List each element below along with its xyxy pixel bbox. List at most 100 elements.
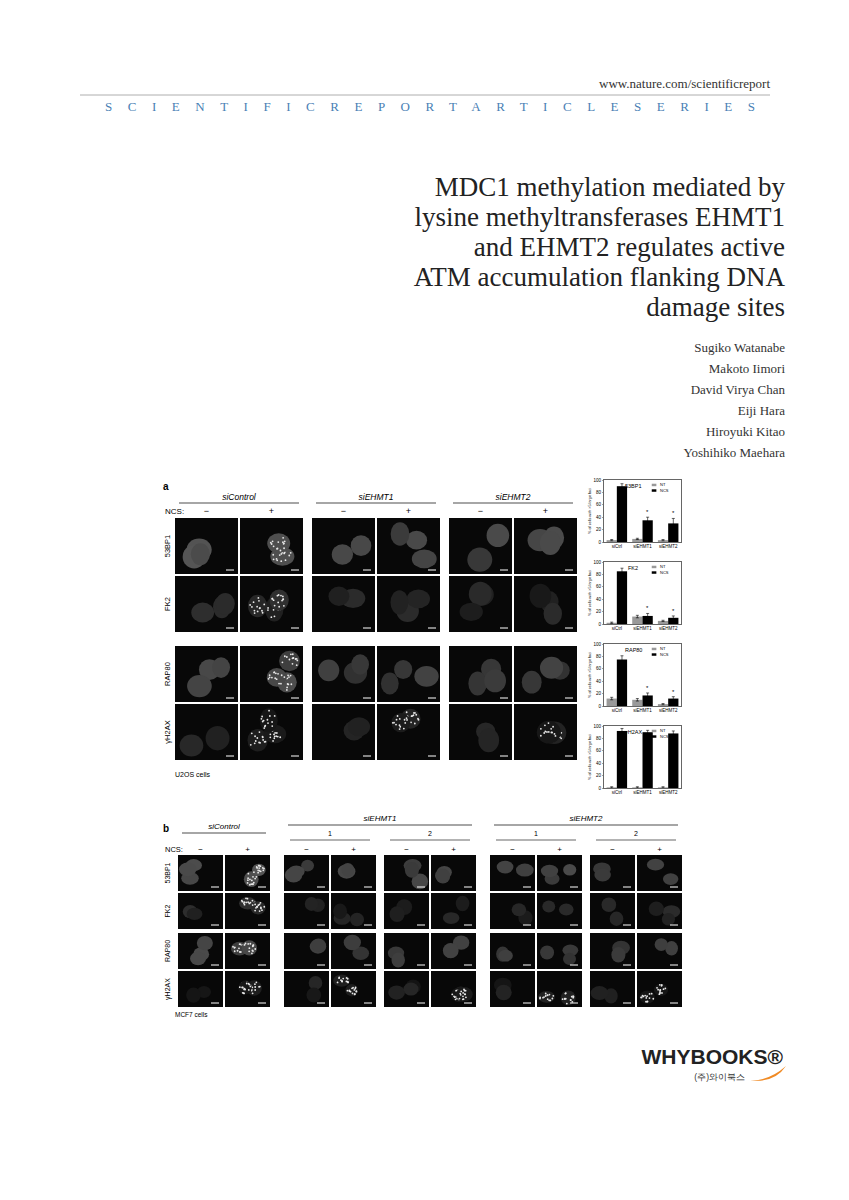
svg-text:+: + xyxy=(657,845,662,854)
svg-text:Hiroyuki Kitao: Hiroyuki Kitao xyxy=(706,424,785,439)
svg-text:*: * xyxy=(672,689,675,695)
svg-text:+: + xyxy=(269,506,274,516)
svg-text:lysine methyltransferases EHMT: lysine methyltransferases EHMT1 xyxy=(415,202,785,232)
svg-text:53BP1: 53BP1 xyxy=(625,483,642,489)
svg-text:40: 40 xyxy=(596,597,602,602)
svg-text:% of cells with >5 large foci: % of cells with >5 large foci xyxy=(588,570,592,616)
svg-text:80: 80 xyxy=(596,490,602,495)
svg-text:20: 20 xyxy=(596,773,602,778)
svg-text:100: 100 xyxy=(593,478,601,483)
svg-text:*: * xyxy=(646,605,649,611)
svg-text:0: 0 xyxy=(598,704,601,709)
svg-text:FK2: FK2 xyxy=(164,904,171,917)
svg-text:WHYBOOKS®: WHYBOOKS® xyxy=(642,1045,784,1068)
svg-text:(주)와이북스: (주)와이북스 xyxy=(694,1072,745,1082)
svg-text:2: 2 xyxy=(634,830,638,837)
svg-text:−: − xyxy=(478,506,483,516)
svg-text:siEHMT1: siEHMT1 xyxy=(633,790,652,795)
svg-text:damage sites: damage sites xyxy=(646,292,785,322)
svg-text:% of cells with >5 large foci: % of cells with >5 large foci xyxy=(588,734,592,780)
svg-text:60: 60 xyxy=(596,748,602,753)
svg-text:siEHMT2: siEHMT2 xyxy=(496,492,531,502)
svg-text:NCS: NCS xyxy=(660,652,669,657)
svg-text:siEHMT2: siEHMT2 xyxy=(570,814,603,823)
svg-text:53BP1: 53BP1 xyxy=(164,862,171,883)
svg-text:Makoto Iimori: Makoto Iimori xyxy=(709,361,786,376)
svg-text:FK2: FK2 xyxy=(163,597,172,611)
svg-text:% of cells with >5 large foci: % of cells with >5 large foci xyxy=(588,488,592,534)
svg-text:−: − xyxy=(198,845,203,854)
svg-text:% of cells with >5 large foci: % of cells with >5 large foci xyxy=(588,652,592,698)
svg-text:−: − xyxy=(404,845,409,854)
svg-text:+: + xyxy=(557,845,562,854)
svg-text:b: b xyxy=(163,823,169,834)
svg-text:and EHMT2 regulates active: and EHMT2 regulates active xyxy=(474,232,785,262)
svg-text:80: 80 xyxy=(596,654,602,659)
svg-text:20: 20 xyxy=(596,609,602,614)
svg-text:60: 60 xyxy=(596,666,602,671)
svg-text:γH2AX: γH2AX xyxy=(164,978,172,1000)
svg-text:γH2AX: γH2AX xyxy=(625,729,642,735)
svg-text:1: 1 xyxy=(534,830,538,837)
svg-text:siEHMT2: siEHMT2 xyxy=(659,544,678,549)
svg-text:www.nature.com/scientificrepor: www.nature.com/scientificreport xyxy=(599,76,770,91)
svg-text:RAP80: RAP80 xyxy=(163,662,172,686)
svg-text:40: 40 xyxy=(596,679,602,684)
svg-text:MDC1 methylation mediated by: MDC1 methylation mediated by xyxy=(435,172,786,202)
svg-text:+: + xyxy=(451,845,456,854)
svg-text:100: 100 xyxy=(593,560,601,565)
svg-text:siEHMT1: siEHMT1 xyxy=(364,814,397,823)
svg-text:NT: NT xyxy=(660,564,666,569)
svg-text:γH2AX: γH2AX xyxy=(163,720,172,743)
svg-text:20: 20 xyxy=(596,691,602,696)
svg-text:NCS:: NCS: xyxy=(165,845,183,854)
svg-text:20: 20 xyxy=(596,527,602,532)
svg-text:80: 80 xyxy=(596,736,602,741)
svg-text:siControl: siControl xyxy=(208,822,240,831)
svg-text:NCS:: NCS: xyxy=(165,507,184,516)
svg-text:siControl: siControl xyxy=(222,492,257,502)
svg-text:+: + xyxy=(543,506,548,516)
svg-text:MCF7 cells: MCF7 cells xyxy=(175,1011,208,1018)
svg-text:−: − xyxy=(610,845,615,854)
svg-text:−: − xyxy=(341,506,346,516)
svg-text:0: 0 xyxy=(598,622,601,627)
svg-text:NT: NT xyxy=(660,646,666,651)
svg-text:0: 0 xyxy=(598,540,601,545)
svg-text:NCS: NCS xyxy=(660,570,669,575)
svg-text:siEHMT1: siEHMT1 xyxy=(633,626,652,631)
svg-text:ATM accumulation flanking DNA: ATM accumulation flanking DNA xyxy=(414,262,786,292)
svg-text:40: 40 xyxy=(596,515,602,520)
svg-text:100: 100 xyxy=(593,642,601,647)
svg-text:*: * xyxy=(672,510,675,516)
svg-text:−: − xyxy=(304,845,309,854)
svg-text:−: − xyxy=(204,506,209,516)
svg-text:siEHMT2: siEHMT2 xyxy=(659,626,678,631)
svg-text:FK2: FK2 xyxy=(628,565,638,571)
svg-text:NT: NT xyxy=(660,728,666,733)
svg-text:siEHMT1: siEHMT1 xyxy=(633,708,652,713)
svg-text:53BP1: 53BP1 xyxy=(163,535,172,558)
svg-text:100: 100 xyxy=(593,724,601,729)
svg-text:David Virya Chan: David Virya Chan xyxy=(691,382,786,397)
svg-text:Yoshihiko Maehara: Yoshihiko Maehara xyxy=(683,445,785,460)
svg-text:0: 0 xyxy=(598,786,601,791)
svg-text:60: 60 xyxy=(596,502,602,507)
svg-text:−: − xyxy=(510,845,515,854)
svg-text:siCtrl: siCtrl xyxy=(612,626,622,631)
svg-text:*: * xyxy=(672,608,675,614)
svg-text:1: 1 xyxy=(328,830,332,837)
svg-text:siCtrl: siCtrl xyxy=(612,790,622,795)
svg-text:2: 2 xyxy=(428,830,432,837)
svg-text:siEHMT1: siEHMT1 xyxy=(633,544,652,549)
svg-text:+: + xyxy=(245,845,250,854)
svg-text:U2OS cells: U2OS cells xyxy=(175,771,211,778)
svg-text:siCtrl: siCtrl xyxy=(612,544,622,549)
svg-text:NT: NT xyxy=(660,482,666,487)
svg-text:siEHMT1: siEHMT1 xyxy=(359,492,394,502)
svg-text:RAP80: RAP80 xyxy=(164,940,171,962)
svg-text:40: 40 xyxy=(596,761,602,766)
svg-text:NCS: NCS xyxy=(660,734,669,739)
svg-text:NCS: NCS xyxy=(660,488,669,493)
svg-text:+: + xyxy=(406,506,411,516)
